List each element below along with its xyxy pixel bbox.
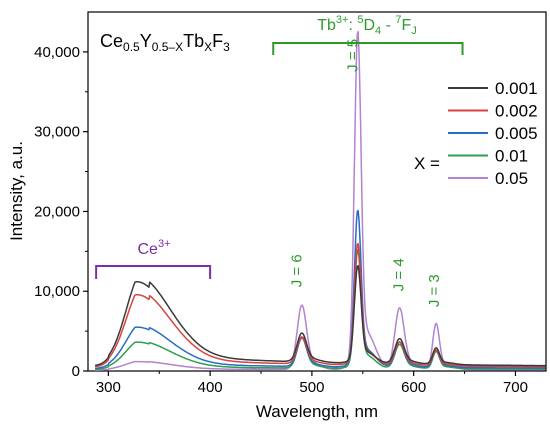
x-tick-label: 600 [401,379,426,396]
legend: X = 0.001 0.002 0.005 0.01 0.05 [414,79,538,188]
peak-label: J = 6 [289,254,306,287]
x-axis-title: Wavelength, nm [256,402,378,421]
x-tick-label: 400 [198,379,223,396]
x-tick-label: 500 [299,379,324,396]
x-tick-label: 700 [503,379,528,396]
peak-label: J = 3 [426,274,443,307]
formula-label: Ce0.5Y0.5–XTbXF3 [100,31,230,54]
y-tick-label: 30,000 [34,124,80,141]
y-tick-label: 40,000 [34,44,80,61]
x-tick-label: 300 [96,379,121,396]
series-line-0.001 [95,265,546,367]
plot-frame [87,11,547,372]
y-tick-label: 0 [72,363,80,380]
ce-bracket [95,265,212,279]
legend-label: 0.002 [495,102,538,121]
x-axis: 300 400 500 600 700 [96,371,528,396]
y-axis-title: Intensity, a.u. [7,141,26,241]
series-line-0.005 [95,209,546,369]
legend-label: 0.001 [495,79,538,98]
y-tick-label: 20,000 [34,203,80,220]
tb-transition-label: Tb3+: 5D4 - 7FJ [317,14,417,37]
series-layer [95,30,546,371]
legend-label: 0.01 [495,147,528,166]
y-axis: 0 10,000 20,000 30,000 40,000 [34,44,88,380]
legend-title: X = [414,154,440,173]
series-line-0.01 [95,249,546,370]
legend-label: 0.05 [495,169,528,188]
ce-label: Ce3+ [138,238,171,258]
peak-labels: J = 6 J = 5 J = 4 J = 3 [289,39,443,307]
tb-bracket [272,42,464,55]
legend-label: 0.005 [495,124,538,143]
y-tick-label: 10,000 [34,283,80,300]
peak-label: J = 4 [391,258,408,291]
series-line-0.002 [95,242,546,368]
peak-label: J = 5 [345,39,362,72]
